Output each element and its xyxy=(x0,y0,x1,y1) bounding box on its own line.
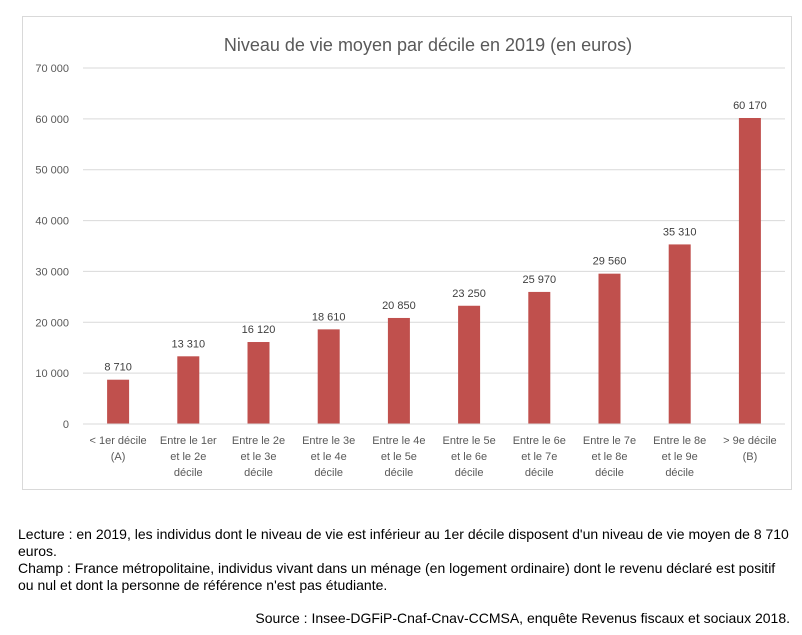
bar xyxy=(738,117,761,425)
data-label: 29 560 xyxy=(593,256,627,268)
bar xyxy=(107,379,130,424)
bar xyxy=(458,305,481,424)
x-tick-label: Entre le 2e xyxy=(232,435,285,447)
x-tick-label: et le 2e xyxy=(170,451,206,463)
x-tick-label: et le 6e xyxy=(451,451,487,463)
x-tick-label: et le 5e xyxy=(381,451,417,463)
data-label: 23 250 xyxy=(452,288,486,300)
bar xyxy=(387,317,410,424)
bar xyxy=(598,273,621,424)
data-label: 16 120 xyxy=(242,324,276,336)
x-tick-label: et le 7e xyxy=(521,451,557,463)
bar xyxy=(247,342,270,424)
x-tick-label: décile xyxy=(244,467,273,479)
bar xyxy=(528,291,551,424)
x-tick-label: décile xyxy=(665,467,694,479)
y-tick-label: 50 000 xyxy=(35,165,69,177)
lecture-note: Lecture : en 2019, les individus dont le… xyxy=(18,526,789,559)
x-tick-label: Entre le 5e xyxy=(442,435,495,447)
x-tick-label: Entre le 7e xyxy=(583,435,636,447)
data-label: 8 710 xyxy=(104,362,132,374)
bar xyxy=(668,244,691,424)
x-tick-label: décile xyxy=(595,467,624,479)
data-label: 13 310 xyxy=(171,338,205,350)
x-tick-label: décile xyxy=(385,467,414,479)
data-label: 60 170 xyxy=(733,100,767,112)
y-tick-label: 60 000 xyxy=(35,114,69,126)
data-label: 35 310 xyxy=(663,226,697,238)
x-tick-label: Entre le 6e xyxy=(513,435,566,447)
x-tick-label: et le 8e xyxy=(591,451,627,463)
y-tick-label: 30 000 xyxy=(35,266,69,278)
data-label: 20 850 xyxy=(382,300,416,312)
x-tick-label: Entre le 4e xyxy=(372,435,425,447)
x-tick-label: et le 4e xyxy=(311,451,347,463)
x-tick-label: décile xyxy=(314,467,343,479)
y-tick-label: 70 000 xyxy=(35,63,69,75)
y-tick-label: 20 000 xyxy=(35,317,69,329)
x-tick-label: > 9e décile xyxy=(723,435,777,447)
x-tick-label: Entre le 1er xyxy=(160,435,217,447)
champ-note: Champ : France métropolitaine, individus… xyxy=(18,560,776,593)
bar xyxy=(177,356,200,424)
x-tick-label: et le 9e xyxy=(662,451,698,463)
x-tick-label: Entre le 8e xyxy=(653,435,706,447)
source-note: Source : Insee-DGFiP-Cnaf-Cnav-CCMSA, en… xyxy=(255,610,790,626)
x-tick-label: Entre le 3e xyxy=(302,435,355,447)
y-tick-label: 40 000 xyxy=(35,216,69,228)
x-tick-label: < 1er décile xyxy=(90,435,147,447)
x-tick-label: décile xyxy=(525,467,554,479)
x-tick-label: décile xyxy=(174,467,203,479)
y-tick-label: 10 000 xyxy=(35,368,69,380)
x-tick-label: et le 3e xyxy=(240,451,276,463)
bar-chart: Niveau de vie moyen par décile en 2019 (… xyxy=(35,35,785,479)
data-label: 18 610 xyxy=(312,311,346,323)
y-tick-label: 0 xyxy=(63,419,69,431)
x-tick-label: (A) xyxy=(111,451,126,463)
x-tick-label: (B) xyxy=(743,451,758,463)
data-label: 25 970 xyxy=(522,274,556,286)
chart-area: Niveau de vie moyen par décile en 2019 (… xyxy=(22,16,792,490)
bar xyxy=(317,329,340,424)
x-tick-label: décile xyxy=(455,467,484,479)
chart-title: Niveau de vie moyen par décile en 2019 (… xyxy=(224,35,632,55)
